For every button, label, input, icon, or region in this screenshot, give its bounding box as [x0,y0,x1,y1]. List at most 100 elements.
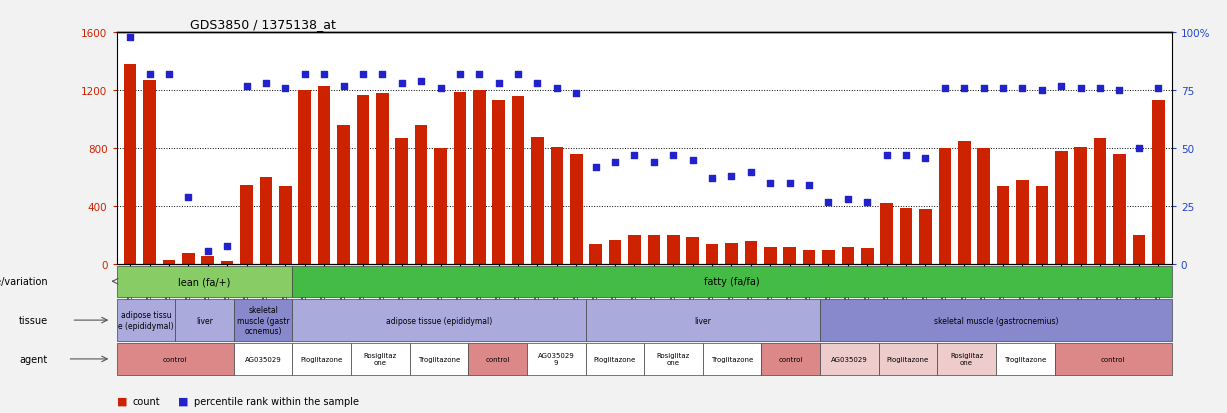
Point [838,197,858,203]
Point [198,248,217,254]
Bar [937,343,996,375]
Point [1052,83,1071,90]
Point [1012,85,1032,92]
Bar [1152,101,1164,265]
Bar [919,210,931,265]
Bar [589,244,602,265]
Bar [292,266,1172,297]
Text: AG035029: AG035029 [244,356,281,362]
Bar [1016,181,1028,265]
Text: skeletal muscle (gastrocnemius): skeletal muscle (gastrocnemius) [934,316,1058,325]
Point [955,85,974,92]
Point [915,155,935,161]
Point [276,85,296,92]
Bar [526,343,585,375]
Point [721,173,741,180]
Bar [144,81,156,265]
Bar [706,244,718,265]
Bar [531,138,544,265]
Point [1129,146,1148,152]
Bar [512,97,524,265]
Text: Troglitazone: Troglitazone [710,356,753,362]
Bar [861,249,874,265]
Bar [469,343,526,375]
Bar [163,261,175,265]
Bar [221,261,233,265]
Point [605,159,625,166]
Text: ■: ■ [117,396,128,406]
Point [780,180,800,187]
Bar [571,155,583,265]
Bar [551,147,563,265]
Bar [628,236,640,265]
Bar [117,343,234,375]
Bar [357,95,369,265]
Bar [822,250,834,265]
Bar [292,343,351,375]
Bar [182,253,195,265]
Text: percentile rank within the sample: percentile rank within the sample [194,396,358,406]
Bar [686,237,699,265]
Bar [1113,155,1125,265]
Point [353,71,373,78]
Point [741,169,761,176]
Text: control: control [163,356,188,362]
Bar [454,93,466,265]
Point [799,183,818,189]
Text: Pioglitazone: Pioglitazone [594,356,636,362]
Bar [820,300,1172,341]
Point [664,152,683,159]
Bar [820,343,879,375]
Bar [1054,343,1172,375]
Bar [1093,139,1107,265]
Text: AG035029
9: AG035029 9 [537,353,574,366]
Text: skeletal
muscle (gastr
ocnemus): skeletal muscle (gastr ocnemus) [237,306,290,335]
Text: ■: ■ [178,396,189,406]
Point [508,71,528,78]
Bar [667,236,680,265]
Point [761,180,780,187]
Point [140,71,160,78]
Bar [1075,147,1087,265]
Bar [298,91,310,265]
Text: lean (fa/+): lean (fa/+) [178,277,231,287]
Bar [648,236,660,265]
Text: liver: liver [196,316,213,325]
Bar [585,300,820,341]
Bar [703,343,762,375]
Bar [175,300,234,341]
Point [567,90,587,97]
Text: liver: liver [694,316,712,325]
Point [935,85,955,92]
Bar [939,149,951,265]
Text: Rosiglitaz
one: Rosiglitaz one [950,353,983,366]
Point [237,83,256,90]
Text: genotype/variation: genotype/variation [0,277,48,287]
Bar [879,343,937,375]
Text: adipose tissu
e (epididymal): adipose tissu e (epididymal) [118,311,174,330]
Bar [762,343,820,375]
Text: tissue: tissue [18,316,48,325]
Point [256,81,276,87]
Bar [978,149,990,265]
Point [373,71,393,78]
Point [644,159,664,166]
Point [1148,85,1168,92]
Text: fatty (fa/fa): fatty (fa/fa) [704,277,760,287]
Bar [201,256,213,265]
Bar [1055,152,1067,265]
Bar [124,65,136,265]
Point [217,243,237,249]
Bar [783,247,796,265]
Point [431,85,450,92]
Bar [395,139,409,265]
Point [391,81,411,87]
Bar [434,149,447,265]
Point [1091,85,1110,92]
Bar [234,343,292,375]
Bar [117,300,175,341]
Bar [415,126,427,265]
Text: Pioglitazone: Pioglitazone [301,356,342,362]
Bar [958,142,971,265]
Bar [644,343,703,375]
